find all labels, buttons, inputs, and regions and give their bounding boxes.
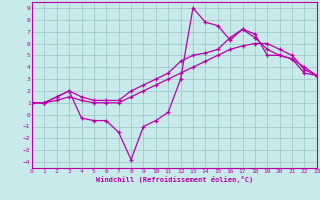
X-axis label: Windchill (Refroidissement éolien,°C): Windchill (Refroidissement éolien,°C) <box>96 176 253 183</box>
